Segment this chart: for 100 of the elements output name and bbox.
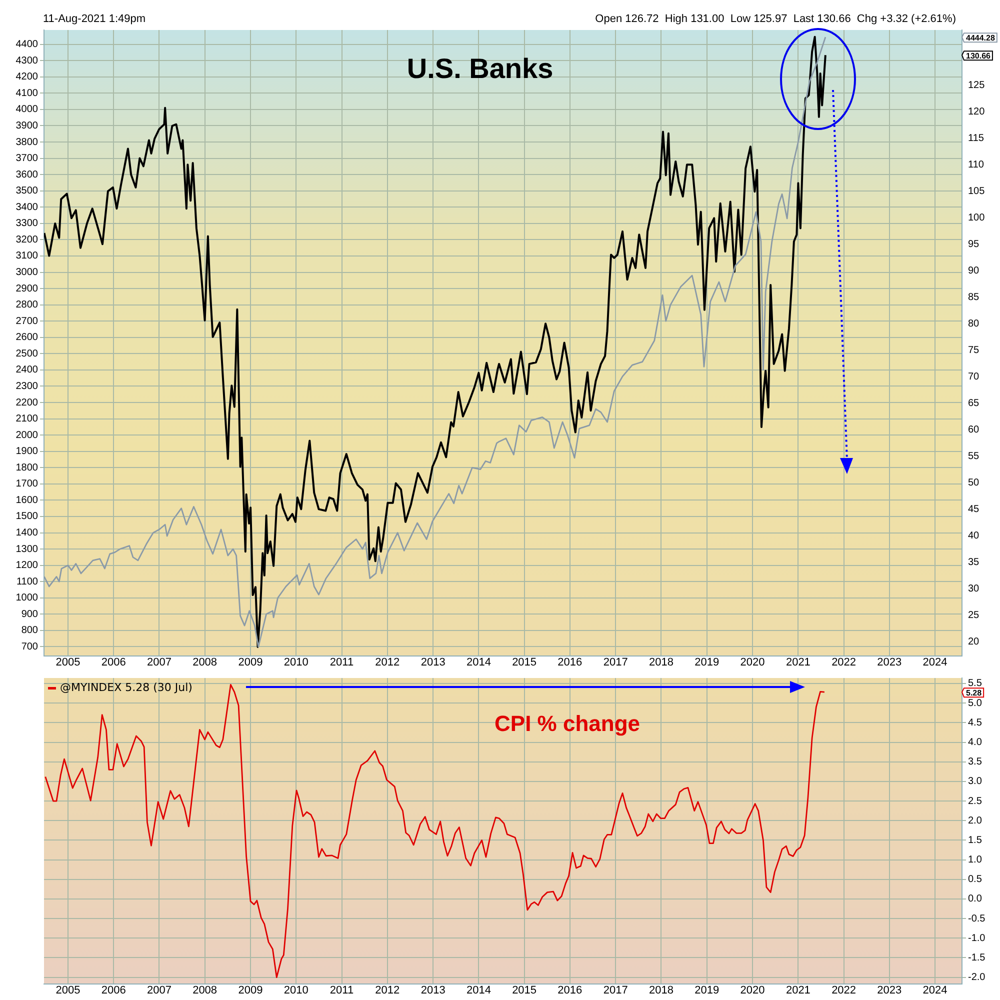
- y2-tick-label: 40: [968, 530, 980, 542]
- x-tick-label: 2008: [192, 984, 218, 997]
- x-tick-label: 2007: [146, 984, 172, 997]
- y-tick-label: 2500: [16, 348, 38, 360]
- y-tick-label: 3100: [16, 250, 38, 262]
- x-tick-label: 2024: [922, 984, 948, 997]
- y2-tick-label: 2.5: [968, 796, 982, 807]
- y-tick-label: 700: [21, 641, 38, 652]
- x-tick-label: 2019: [694, 984, 720, 997]
- y2-tick-label: 3.5: [968, 756, 982, 768]
- y2-tick-label: 5.5: [968, 678, 982, 690]
- y-tick-label: 1500: [16, 511, 38, 522]
- y-tick-label: 1800: [16, 462, 38, 474]
- y2-tick-label: 1.5: [968, 834, 982, 846]
- y-tick-label: 3400: [16, 202, 38, 213]
- x-tick-label: 2017: [603, 984, 628, 997]
- y2-tick-label: 80: [968, 318, 980, 330]
- y-tick-label: 2300: [16, 380, 38, 392]
- y2-tick-label: 100: [968, 212, 986, 224]
- y2-tick-label: 70: [968, 371, 980, 382]
- y-tick-label: 4400: [16, 39, 38, 50]
- y-tick-label: 3300: [16, 218, 38, 230]
- y-tick-label: 3800: [16, 136, 38, 148]
- y-tick-label: 1100: [16, 576, 38, 588]
- y2-tick-label: 55: [968, 450, 980, 462]
- y-tick-label: 2200: [16, 397, 38, 408]
- y-tick-label: 900: [21, 608, 38, 620]
- y2-tick-label: -0.5: [968, 913, 986, 924]
- y-tick-label: 3200: [16, 234, 38, 246]
- y2-tick-label: 4.5: [968, 717, 982, 728]
- x-tick-label: 2005: [56, 656, 80, 669]
- x-tick-label: 2007: [146, 656, 172, 669]
- y2-tick-label: 45: [968, 504, 980, 515]
- text: 4444.28: [966, 33, 996, 42]
- y2-tick-label: 35: [968, 556, 980, 568]
- y-tick-label: 3000: [16, 267, 38, 278]
- x-tick-label: 2006: [101, 984, 126, 997]
- y-tick-label: 1200: [16, 560, 38, 572]
- x-tick-label: 2021: [786, 656, 810, 669]
- x-tick-label: 2011: [330, 984, 354, 997]
- y2-tick-label: 1.0: [968, 854, 982, 866]
- x-tick-label: 2009: [238, 984, 263, 997]
- x-tick-label: 2014: [466, 656, 491, 669]
- y-tick-label: 3700: [16, 153, 38, 164]
- y-tick-label: 2600: [16, 332, 38, 344]
- y2-tick-label: -2.0: [968, 972, 986, 984]
- y2-tick-label: 50: [968, 477, 980, 488]
- y2-tick-label: -1.5: [968, 952, 986, 964]
- y-tick-label: 2900: [16, 283, 38, 294]
- y-tick-label: 4300: [16, 55, 38, 66]
- y2-tick-label: 30: [968, 583, 980, 594]
- y-tick-label: 1400: [16, 528, 38, 539]
- y-tick-label: 4000: [16, 104, 38, 116]
- x-tick-label: 2020: [740, 984, 765, 997]
- y-tick-label: 800: [21, 625, 38, 636]
- y-tick-label: 1700: [16, 478, 38, 490]
- y2-tick-label: 105: [968, 186, 986, 197]
- x-tick-label: 2016: [558, 984, 582, 997]
- x-tick-label: 2010: [284, 656, 308, 669]
- y2-tick-label: 125: [968, 80, 986, 91]
- x-tick-label: 2017: [603, 656, 628, 669]
- x-tick-label: 2012: [375, 656, 400, 669]
- y2-tick-label: 120: [968, 106, 986, 118]
- y2-tick-label: 3.0: [968, 776, 982, 788]
- y2-tick-label: 5.0: [968, 698, 982, 709]
- x-tick-label: 2009: [238, 656, 263, 669]
- text: 130.66: [966, 51, 992, 60]
- y-tick-label: 1900: [16, 446, 38, 458]
- y-tick-label: 2000: [16, 430, 38, 441]
- x-tick-label: 2023: [877, 656, 902, 669]
- y2-tick-label: 90: [968, 265, 980, 276]
- x-tick-label: 2019: [694, 656, 720, 669]
- y-tick-label: 2800: [16, 300, 38, 311]
- x-tick-label: 2018: [649, 656, 674, 669]
- y2-tick-label: 4.0: [968, 737, 982, 748]
- x-tick-label: 2015: [512, 656, 537, 669]
- x-tick-label: 2020: [740, 656, 765, 669]
- y2-tick-label: 115: [968, 132, 984, 144]
- text: 5.28: [966, 688, 982, 698]
- y2-tick-label: 85: [968, 292, 980, 303]
- x-tick-label: 2016: [558, 656, 582, 669]
- x-tick-label: 2005: [56, 984, 80, 997]
- y2-tick-label: 0.0: [968, 894, 982, 905]
- y2-tick-label: 95: [968, 238, 980, 250]
- y-tick-label: 2100: [16, 414, 38, 425]
- y2-tick-label: -1.0: [968, 932, 986, 944]
- x-tick-label: 2006: [101, 656, 126, 669]
- y2-tick-label: 2.0: [968, 815, 982, 826]
- x-tick-label: 2014: [466, 984, 491, 997]
- x-tick-label: 2015: [512, 984, 537, 997]
- x-tick-label: 2023: [877, 984, 902, 997]
- chart-subtitle: 11-Aug-2021 1:49pm: [43, 13, 146, 25]
- y-tick-label: 1300: [16, 544, 38, 555]
- y-tick-label: 3500: [16, 186, 38, 197]
- y2-tick-label: 65: [968, 398, 980, 409]
- y-tick-label: 2700: [16, 316, 38, 327]
- y-tick-label: 4200: [16, 72, 38, 83]
- text: U.S. Banks: [406, 53, 554, 84]
- x-tick-label: 2021: [786, 984, 810, 997]
- x-tick-label: 2011: [330, 656, 354, 669]
